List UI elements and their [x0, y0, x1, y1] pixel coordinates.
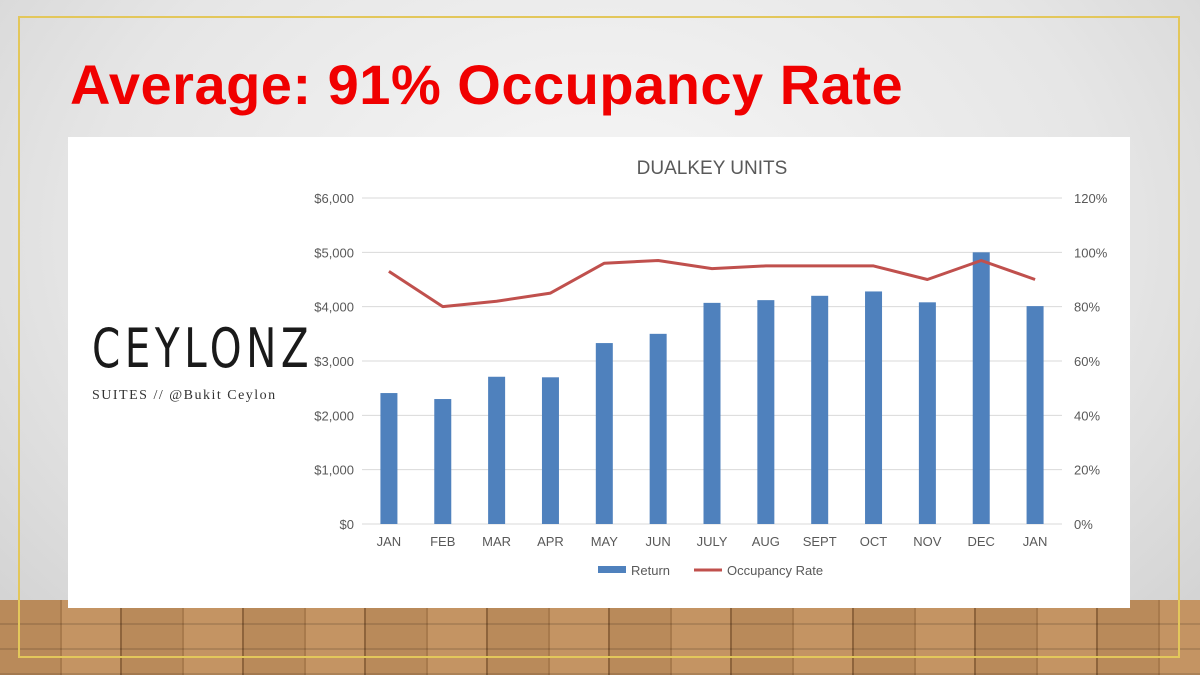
bar-return: [380, 393, 398, 524]
bar-return: [541, 377, 559, 524]
y-tick-label: $6,000: [314, 191, 354, 206]
line-occupancy-rate: [388, 258, 1036, 309]
bar-return: [1026, 306, 1044, 524]
bar-return: [434, 399, 452, 524]
x-tick-label: FEB: [430, 534, 455, 549]
y2-tick-label: 20%: [1074, 463, 1100, 478]
y-tick-label: $1,000: [314, 463, 354, 478]
slide-title: Average: 91% Occupancy Rate: [70, 53, 904, 116]
x-tick-label: JUN: [646, 534, 671, 549]
bar-return: [595, 343, 613, 524]
y-tick-label: $2,000: [314, 408, 354, 423]
gold-frame: [18, 16, 1180, 658]
y2-tick-label: 100%: [1074, 245, 1108, 260]
bar-return: [865, 291, 883, 524]
x-tick-label: NOV: [913, 534, 942, 549]
y2-tick-label: 0%: [1074, 517, 1093, 532]
x-tick-label: SEPT: [803, 534, 837, 549]
x-tick-label: MAY: [591, 534, 619, 549]
y-tick-label: $3,000: [314, 354, 354, 369]
x-tick-label: DEC: [968, 534, 995, 549]
x-tick-label: MAR: [482, 534, 511, 549]
chart-title: DUALKEY UNITS: [637, 158, 788, 179]
bar-return: [703, 302, 721, 524]
y2-tick-label: 120%: [1074, 191, 1108, 206]
x-tick-label: AUG: [752, 534, 780, 549]
wood-floor-background: [0, 600, 1200, 675]
x-tick-label: JULY: [697, 534, 728, 549]
bar-return: [757, 300, 775, 524]
bar-return: [972, 252, 990, 525]
x-tick-label: APR: [537, 534, 564, 549]
y-tick-label: $4,000: [314, 300, 354, 315]
x-tick-label: OCT: [860, 534, 888, 549]
legend-return-swatch: [598, 566, 626, 573]
logo-text: CEYLONZ: [92, 317, 314, 380]
ceylonz-logo: CEYLONZ SUITES // @Bukit Ceylon: [92, 322, 387, 404]
x-tick-label: JAN: [377, 534, 402, 549]
y2-tick-label: 80%: [1074, 300, 1100, 315]
y-tick-label: $5,000: [314, 245, 354, 260]
bar-return: [488, 376, 506, 524]
bar-return: [918, 302, 936, 524]
y2-tick-label: 40%: [1074, 408, 1100, 423]
logo-subtext: SUITES // @Bukit Ceylon: [92, 388, 277, 403]
y2-tick-label: 60%: [1074, 354, 1100, 369]
legend-return-label: Return: [631, 563, 670, 578]
bar-return: [811, 295, 829, 524]
legend-occupancy-label: Occupancy Rate: [727, 563, 823, 578]
y-tick-label: $0: [340, 517, 354, 532]
bar-return: [649, 333, 667, 524]
x-tick-label: JAN: [1023, 534, 1048, 549]
